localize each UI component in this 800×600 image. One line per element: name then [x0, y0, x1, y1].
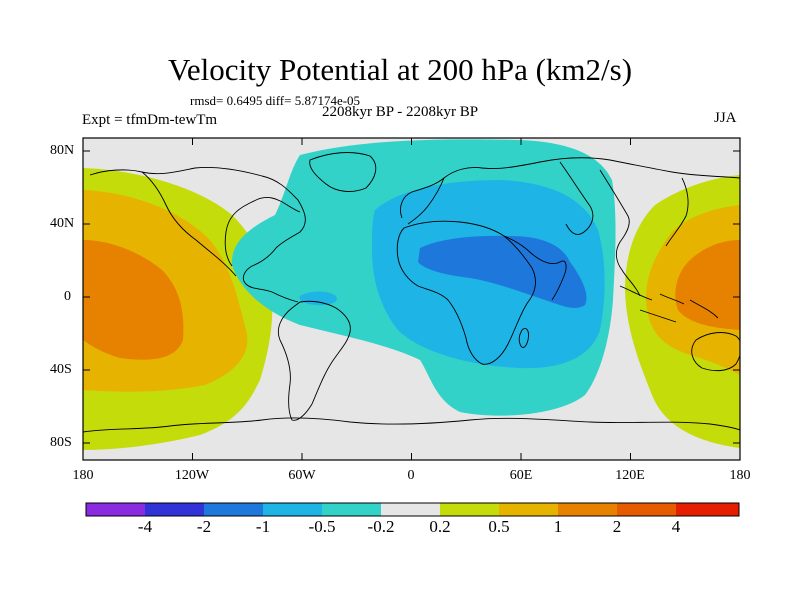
colorbar-label: -1 [255, 517, 271, 536]
colorbar-swatch [381, 503, 440, 516]
colorbar-swatch [263, 503, 322, 516]
colorbar-swatch [617, 503, 676, 516]
period-label: 2208kyr BP - 2208kyr BP [322, 104, 479, 120]
stats-text: rmsd= 0.6495 diff= 5.87174e-05 [190, 93, 361, 108]
lon-label: 120E [615, 468, 645, 483]
colorbar-swatch [676, 503, 739, 516]
colorbar-swatch [145, 503, 204, 516]
colorbar-swatch [86, 503, 145, 516]
coast-maritime-asia [619, 285, 719, 323]
lon-label: 60E [509, 468, 533, 483]
colorbar-label: -4 [137, 517, 153, 536]
coast-greenland [309, 152, 377, 192]
colorbar-label: 0.5 [488, 517, 510, 536]
coast-north-america [89, 167, 306, 303]
colorbar-label: -2 [196, 517, 212, 536]
contour-orange-west [83, 240, 184, 360]
colorbar-label: -0.2 [367, 517, 395, 536]
colorbar-swatch [204, 503, 263, 516]
coast-antarctica [83, 417, 740, 433]
experiment-label: Expt = tfmDm-tewTm [82, 112, 218, 128]
lon-label: 120W [174, 468, 210, 483]
lat-label: 40N [50, 216, 75, 231]
colorbar-swatch [499, 503, 558, 516]
coastlines [83, 152, 740, 433]
season-label: JJA [714, 110, 737, 126]
coast-europe-asia [400, 157, 740, 297]
axis-ticks [82, 138, 741, 460]
colorbar-swatch [440, 503, 499, 516]
coast-south-america [277, 300, 351, 421]
contour-orange-east [675, 240, 740, 330]
lat-label: 80S [50, 435, 72, 450]
lat-label: 40S [50, 362, 72, 377]
coast-africa [396, 220, 536, 365]
colorbar-label: -0.5 [308, 517, 336, 536]
colorbar-label: 0.2 [429, 517, 451, 536]
colorbar-label: 1 [553, 517, 563, 536]
coast-arabia-india [503, 235, 567, 301]
plot-title: Velocity Potential at 200 hPa (km2/s) [167, 52, 633, 87]
contour-lightblue-spot [299, 291, 337, 306]
colorbar [85, 502, 740, 517]
colorbar-swatch [558, 503, 617, 516]
contour-field [83, 138, 740, 460]
colorbar-swatch [322, 503, 381, 516]
coast-madagascar [518, 328, 529, 348]
lon-label: 0 [407, 468, 415, 483]
colorbar-label: 4 [671, 517, 681, 536]
colorbar-label: 2 [612, 517, 622, 536]
lat-label: 0 [64, 289, 71, 304]
colorbar-frame [85, 502, 740, 517]
lon-label: 180 [72, 468, 94, 483]
coast-australia [691, 332, 740, 372]
lon-label: 60W [288, 468, 316, 483]
lon-label: 180 [729, 468, 751, 483]
contour-blue [418, 235, 587, 308]
lat-label: 80N [50, 143, 75, 158]
